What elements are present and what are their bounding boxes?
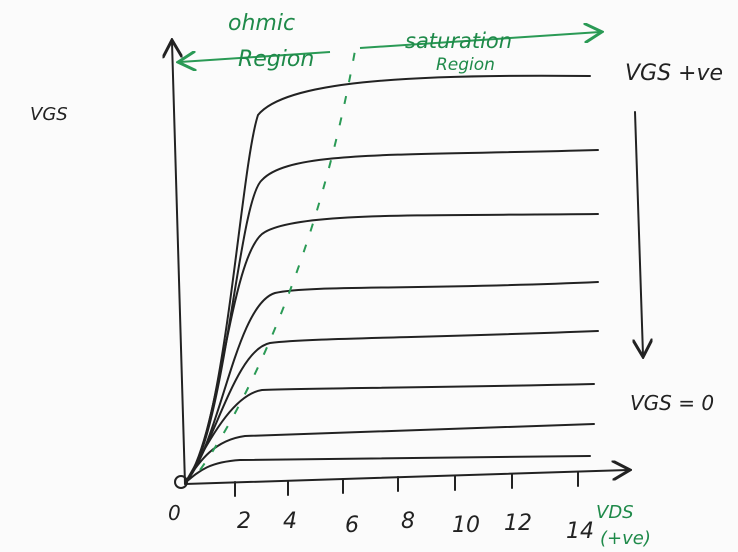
x-tick-label: 14 [566, 519, 594, 544]
x-tick-label: 4 [283, 509, 297, 534]
x-axis-label: (+ve) [600, 528, 651, 549]
x-tick-label: 6 [345, 513, 359, 538]
x-axis-label: VDS [596, 502, 634, 523]
region-label: saturation [405, 29, 512, 53]
x-tick-label: 8 [401, 509, 415, 534]
annotation: VGS +ve [625, 61, 723, 86]
x-tick-label: 10 [452, 513, 480, 538]
x-tick-label: 12 [504, 511, 532, 536]
left-label: VGS [30, 104, 68, 125]
x-tick-label: 2 [237, 509, 251, 534]
diagram: ohmic Region saturation Region VGS +ve V… [0, 0, 738, 552]
region-label: Region [238, 47, 314, 72]
origin-label: 0 [168, 501, 181, 525]
region-label: Region [436, 55, 495, 75]
region-label: ohmic [228, 11, 295, 36]
annotation: VGS = 0 [630, 391, 714, 415]
